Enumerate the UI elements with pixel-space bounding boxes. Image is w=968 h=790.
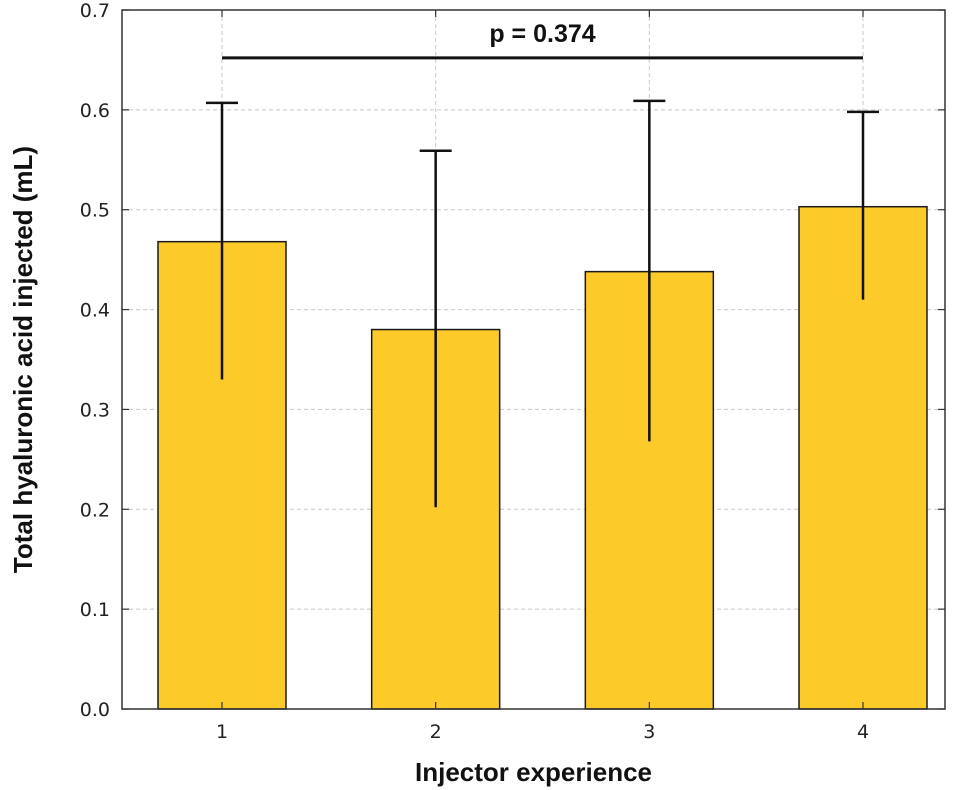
x-tick-label: 1 — [216, 721, 228, 743]
y-tick-label: 0.3 — [80, 399, 110, 421]
y-tick-label: 0.4 — [80, 300, 110, 322]
y-axis-ticks: 0.0 0.1 0.2 0.3 0.4 0.5 0.6 0.7 — [80, 0, 945, 721]
bars — [157, 205, 928, 710]
y-tick-label: 0.6 — [80, 100, 110, 122]
plot-frame — [121, 9, 946, 710]
x-axis-label: Injector experience — [415, 757, 652, 787]
y-tick-label: 0.7 — [80, 0, 110, 22]
y-tick-label: 0.0 — [80, 699, 110, 721]
x-tick-label: 4 — [857, 721, 869, 743]
y-tick-label: 0.1 — [80, 599, 110, 621]
annotations: p = 0.374 — [222, 20, 863, 60]
y-tick-label: 0.2 — [80, 499, 110, 521]
y-axis-label: Total hyaluronic acid injected (mL) — [8, 146, 38, 573]
error-bars — [206, 99, 879, 508]
p-value-label: p = 0.374 — [489, 20, 595, 48]
x-tick-label: 2 — [430, 721, 442, 743]
x-axis-ticks: 1 2 3 4 — [216, 10, 869, 743]
y-tick-label: 0.5 — [80, 200, 110, 222]
x-tick-label: 3 — [643, 721, 655, 743]
